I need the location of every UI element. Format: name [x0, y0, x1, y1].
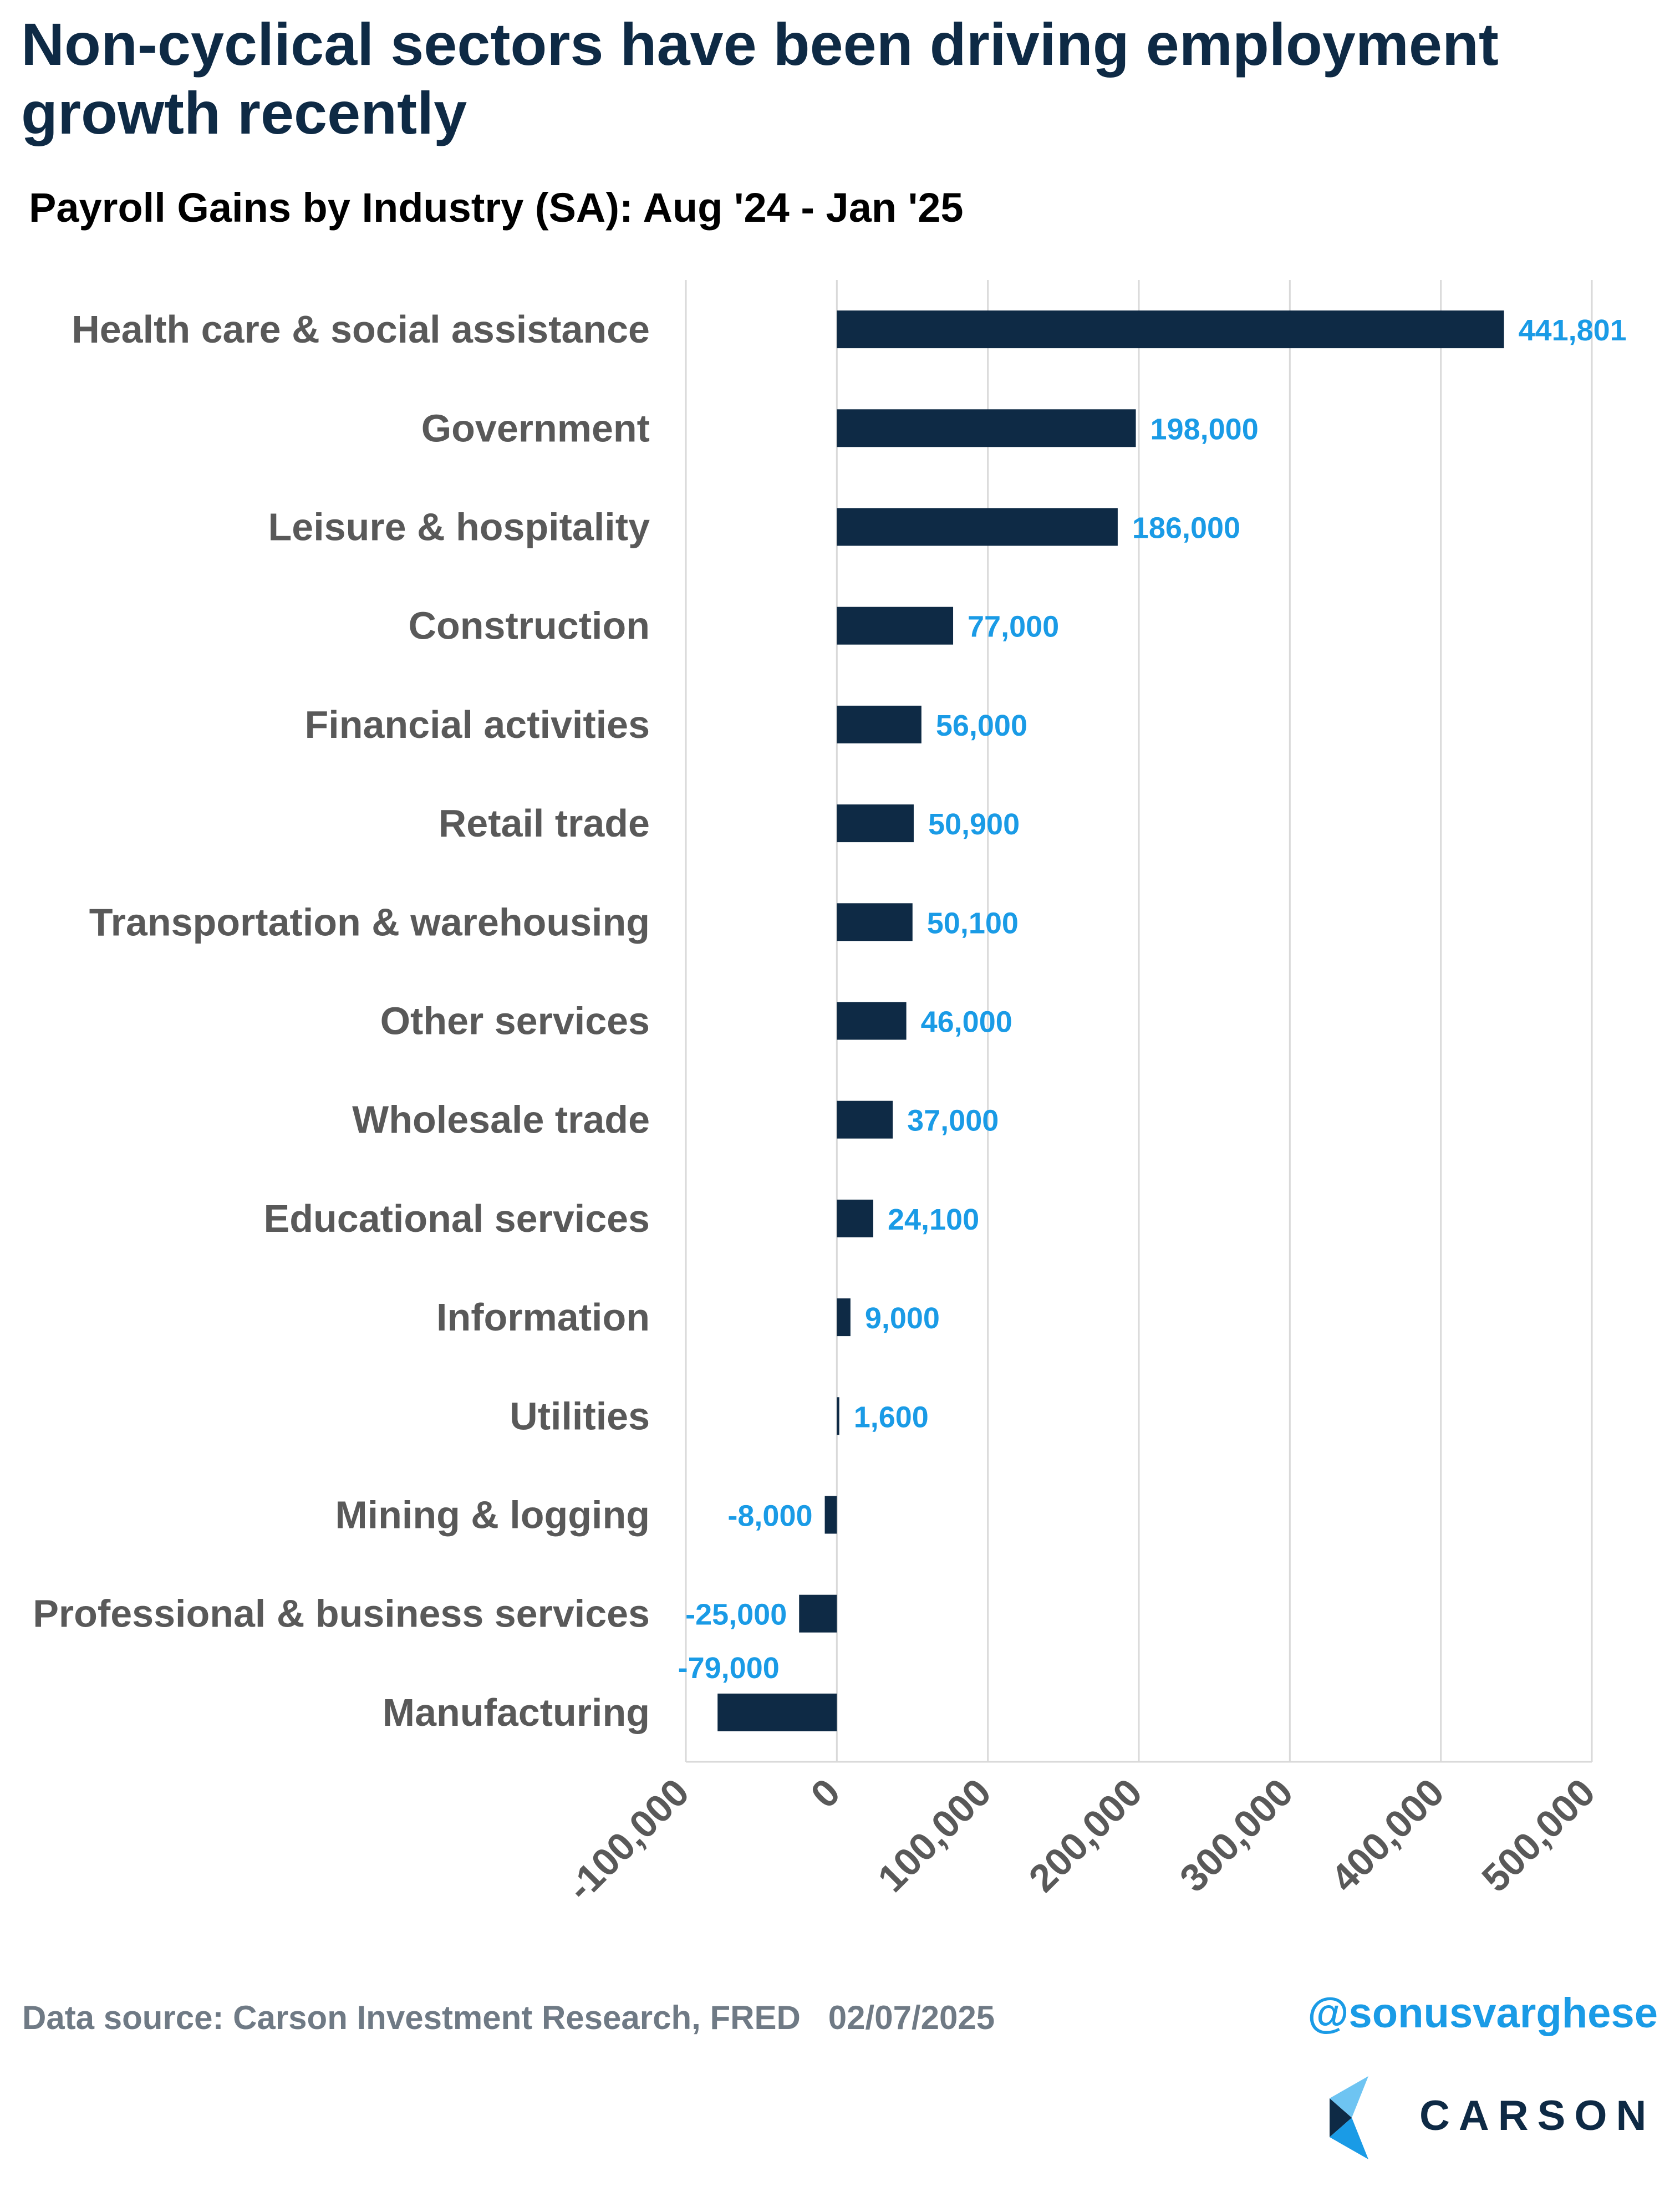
x-tick-label: 0: [802, 1770, 848, 1816]
bar: [837, 1397, 839, 1435]
carson-logo: CARSON: [1320, 2076, 1663, 2165]
bar: [837, 804, 914, 843]
bar: [717, 1693, 837, 1731]
category-label: Construction: [408, 604, 650, 648]
category-label: Manufacturing: [383, 1691, 650, 1734]
category-label: Transportation & warehousing: [89, 900, 650, 944]
data-label: 77,000: [968, 610, 1059, 644]
data-label: -25,000: [685, 1598, 787, 1632]
bar: [837, 409, 1136, 447]
data-label: 37,000: [907, 1104, 999, 1138]
bar: [837, 1002, 907, 1040]
chart-title: Non-cyclical sectors have been driving e…: [21, 11, 1499, 146]
data-label: 441,801: [1519, 314, 1627, 347]
bar: [799, 1594, 837, 1633]
x-tick-label: 300,000: [1172, 1770, 1301, 1900]
bar-chart: Health care & social assistance 441,801 Go…: [33, 280, 1627, 1909]
category-label: Mining & logging: [335, 1493, 650, 1537]
bar: [837, 1298, 851, 1337]
x-tick-label: 500,000: [1474, 1770, 1603, 1900]
data-source-note: Data source: Carson Investment Research,…: [22, 1999, 995, 2036]
bar: [837, 1199, 873, 1237]
x-tick-label: -100,000: [558, 1770, 698, 1909]
category-label: Professional & business services: [33, 1592, 650, 1635]
data-label: 9,000: [865, 1302, 940, 1335]
bar: [837, 903, 913, 941]
category-label: Utilities: [510, 1394, 650, 1438]
bar: [824, 1496, 837, 1534]
category-label: Financial activities: [305, 703, 650, 746]
bar: [837, 606, 954, 645]
bar: [837, 705, 922, 743]
category-label: Retail trade: [439, 802, 650, 845]
data-label: 24,100: [888, 1203, 979, 1236]
data-label: -8,000: [727, 1500, 812, 1533]
category-label: Other services: [380, 1000, 650, 1043]
x-tick-label: 100,000: [869, 1770, 999, 1900]
carson-logo-mark-icon: [1330, 2076, 1368, 2159]
category-label: Wholesale trade: [352, 1098, 650, 1141]
data-label: -79,000: [678, 1651, 780, 1685]
chart-subtitle: Payroll Gains by Industry (SA): Aug '24 …: [29, 185, 964, 231]
data-label: 1,600: [854, 1400, 929, 1434]
x-tick-label: 400,000: [1322, 1770, 1452, 1900]
bar: [837, 310, 1504, 349]
data-label: 186,000: [1132, 512, 1240, 545]
author-handle[interactable]: @sonusvarghese: [1307, 1990, 1658, 2037]
category-label: Health care & social assistance: [72, 308, 650, 351]
data-label: 198,000: [1150, 412, 1259, 446]
data-label: 50,100: [927, 906, 1019, 940]
carson-logo-text: CARSON: [1419, 2092, 1656, 2139]
x-tick-label: 200,000: [1021, 1770, 1150, 1900]
category-label: Leisure & hospitality: [268, 506, 650, 549]
data-label: 56,000: [936, 709, 1027, 742]
bar: [837, 508, 1118, 546]
category-label: Information: [436, 1296, 650, 1339]
category-label: Government: [421, 406, 650, 450]
data-label: 50,900: [928, 808, 1020, 841]
data-label: 46,000: [921, 1006, 1012, 1039]
category-label: Educational services: [264, 1197, 650, 1240]
bar: [837, 1100, 893, 1139]
